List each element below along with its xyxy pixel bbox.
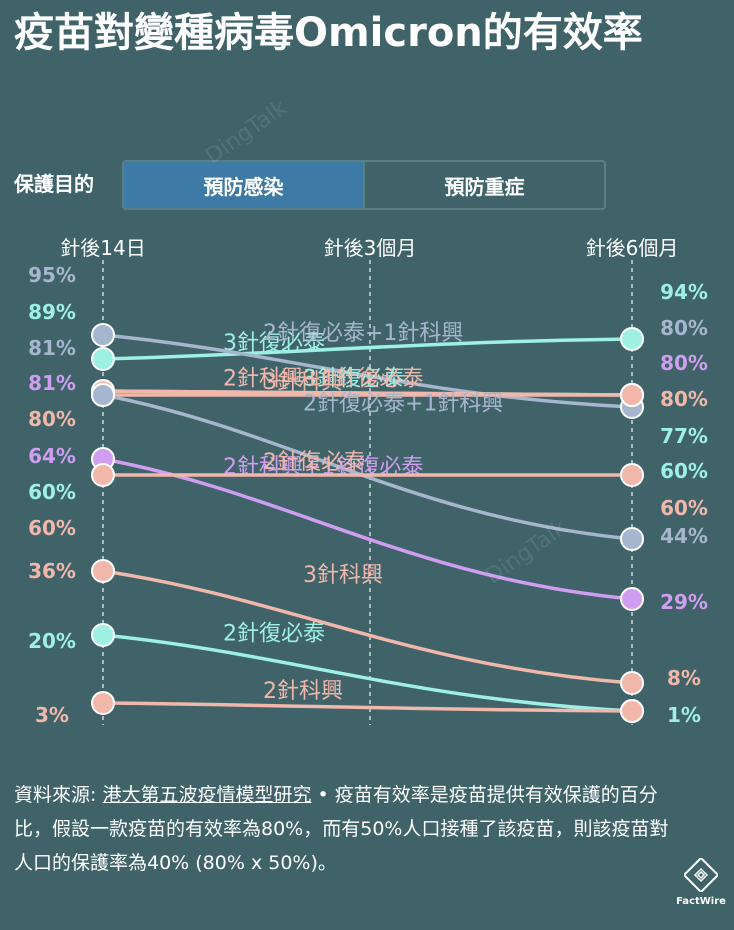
right-value-label: 77% <box>660 424 708 448</box>
left-value-label: 95% <box>28 263 76 287</box>
right-value-label: 1% <box>667 703 701 727</box>
footer-text: • 疫苗有效率是疫苗提供有效保護的百分比，假設一款疫苗的有效率為80%，而有50… <box>14 784 669 874</box>
series-point-end <box>620 587 644 611</box>
series-label: 2針復必泰 <box>223 621 325 646</box>
watermark: DingTalk <box>201 95 292 170</box>
left-value-label: 89% <box>28 300 76 324</box>
footer-note: 資料來源: 港大第五波疫情模型研究 • 疫苗有效率是疫苗提供有效保護的百分比，假… <box>14 778 674 880</box>
source-prefix: 資料來源: <box>14 784 103 806</box>
series-point-end <box>620 383 644 407</box>
brand-logo: FactWire <box>676 856 726 907</box>
series-line <box>102 333 633 409</box>
left-value-label: 20% <box>28 629 76 653</box>
page-title: 疫苗對變種病毒Omicron的有效率 <box>14 10 643 56</box>
series-point-start <box>91 623 115 647</box>
right-value-label: 60% <box>660 459 708 483</box>
series-point-start <box>91 347 115 371</box>
right-value-label: 60% <box>660 496 708 520</box>
series-label: 2針復必泰+1針科興 <box>263 321 463 346</box>
series-point-end <box>620 527 644 551</box>
left-value-label: 81% <box>28 336 76 360</box>
series-label: 3針科興 <box>303 563 383 588</box>
factwire-logo-icon <box>682 856 720 894</box>
series-point-start <box>91 323 115 347</box>
right-value-label: 80% <box>660 316 708 340</box>
x-tick-label: 針後14日 <box>60 236 145 260</box>
brand-name: FactWire <box>676 896 726 907</box>
tab-severe[interactable]: 預防重症 <box>363 162 604 208</box>
series-line <box>102 337 633 361</box>
left-value-label: 60% <box>28 516 76 540</box>
series-point-start <box>91 559 115 583</box>
right-value-label: 29% <box>660 590 708 614</box>
series-point-end <box>620 463 644 487</box>
series-label: 2針科興 <box>263 679 343 704</box>
series-label: 2針復必泰+1針科興 <box>303 392 503 417</box>
series-line <box>102 633 633 713</box>
source-link[interactable]: 港大第五波疫情模型研究 <box>102 784 312 806</box>
series-point-end <box>620 671 644 695</box>
right-value-label: 94% <box>660 280 708 304</box>
right-value-label: 8% <box>667 666 701 690</box>
tab-infection[interactable]: 預防感染 <box>124 162 363 208</box>
series-point-start <box>91 383 115 407</box>
series-label: 3針復必泰 <box>303 367 405 392</box>
left-value-label: 80% <box>28 407 76 431</box>
x-tick-label: 針後6個月 <box>586 236 679 260</box>
series-label: 2針復必泰 <box>263 450 365 475</box>
left-value-label: 64% <box>28 444 76 468</box>
right-value-label: 80% <box>660 351 708 375</box>
series-line <box>102 569 633 685</box>
left-value-label: 36% <box>28 559 76 583</box>
right-value-label: 44% <box>660 524 708 548</box>
left-value-label: 3% <box>35 703 69 727</box>
x-tick-label: 針後3個月 <box>324 236 417 260</box>
series-label: 3針科興 <box>263 370 343 395</box>
series-line <box>102 701 633 713</box>
tabs-label: 保護目的 <box>14 172 94 196</box>
series-point-end <box>620 699 644 723</box>
series-line <box>102 393 633 541</box>
series-point-start <box>91 463 115 487</box>
right-value-label: 80% <box>660 387 708 411</box>
series-label: 2針科興+1針復必泰 <box>223 367 423 392</box>
chart: 針後14日 針後3個月 針後6個月3針復必泰2針復必泰+1針科興3針復必泰2針科興+… <box>28 236 708 727</box>
left-value-label: 81% <box>28 371 76 395</box>
series-point-end <box>620 327 644 351</box>
purpose-tabs: 預防感染 預防重症 <box>122 160 606 210</box>
left-value-label: 60% <box>28 480 76 504</box>
series-point-start <box>91 691 115 715</box>
